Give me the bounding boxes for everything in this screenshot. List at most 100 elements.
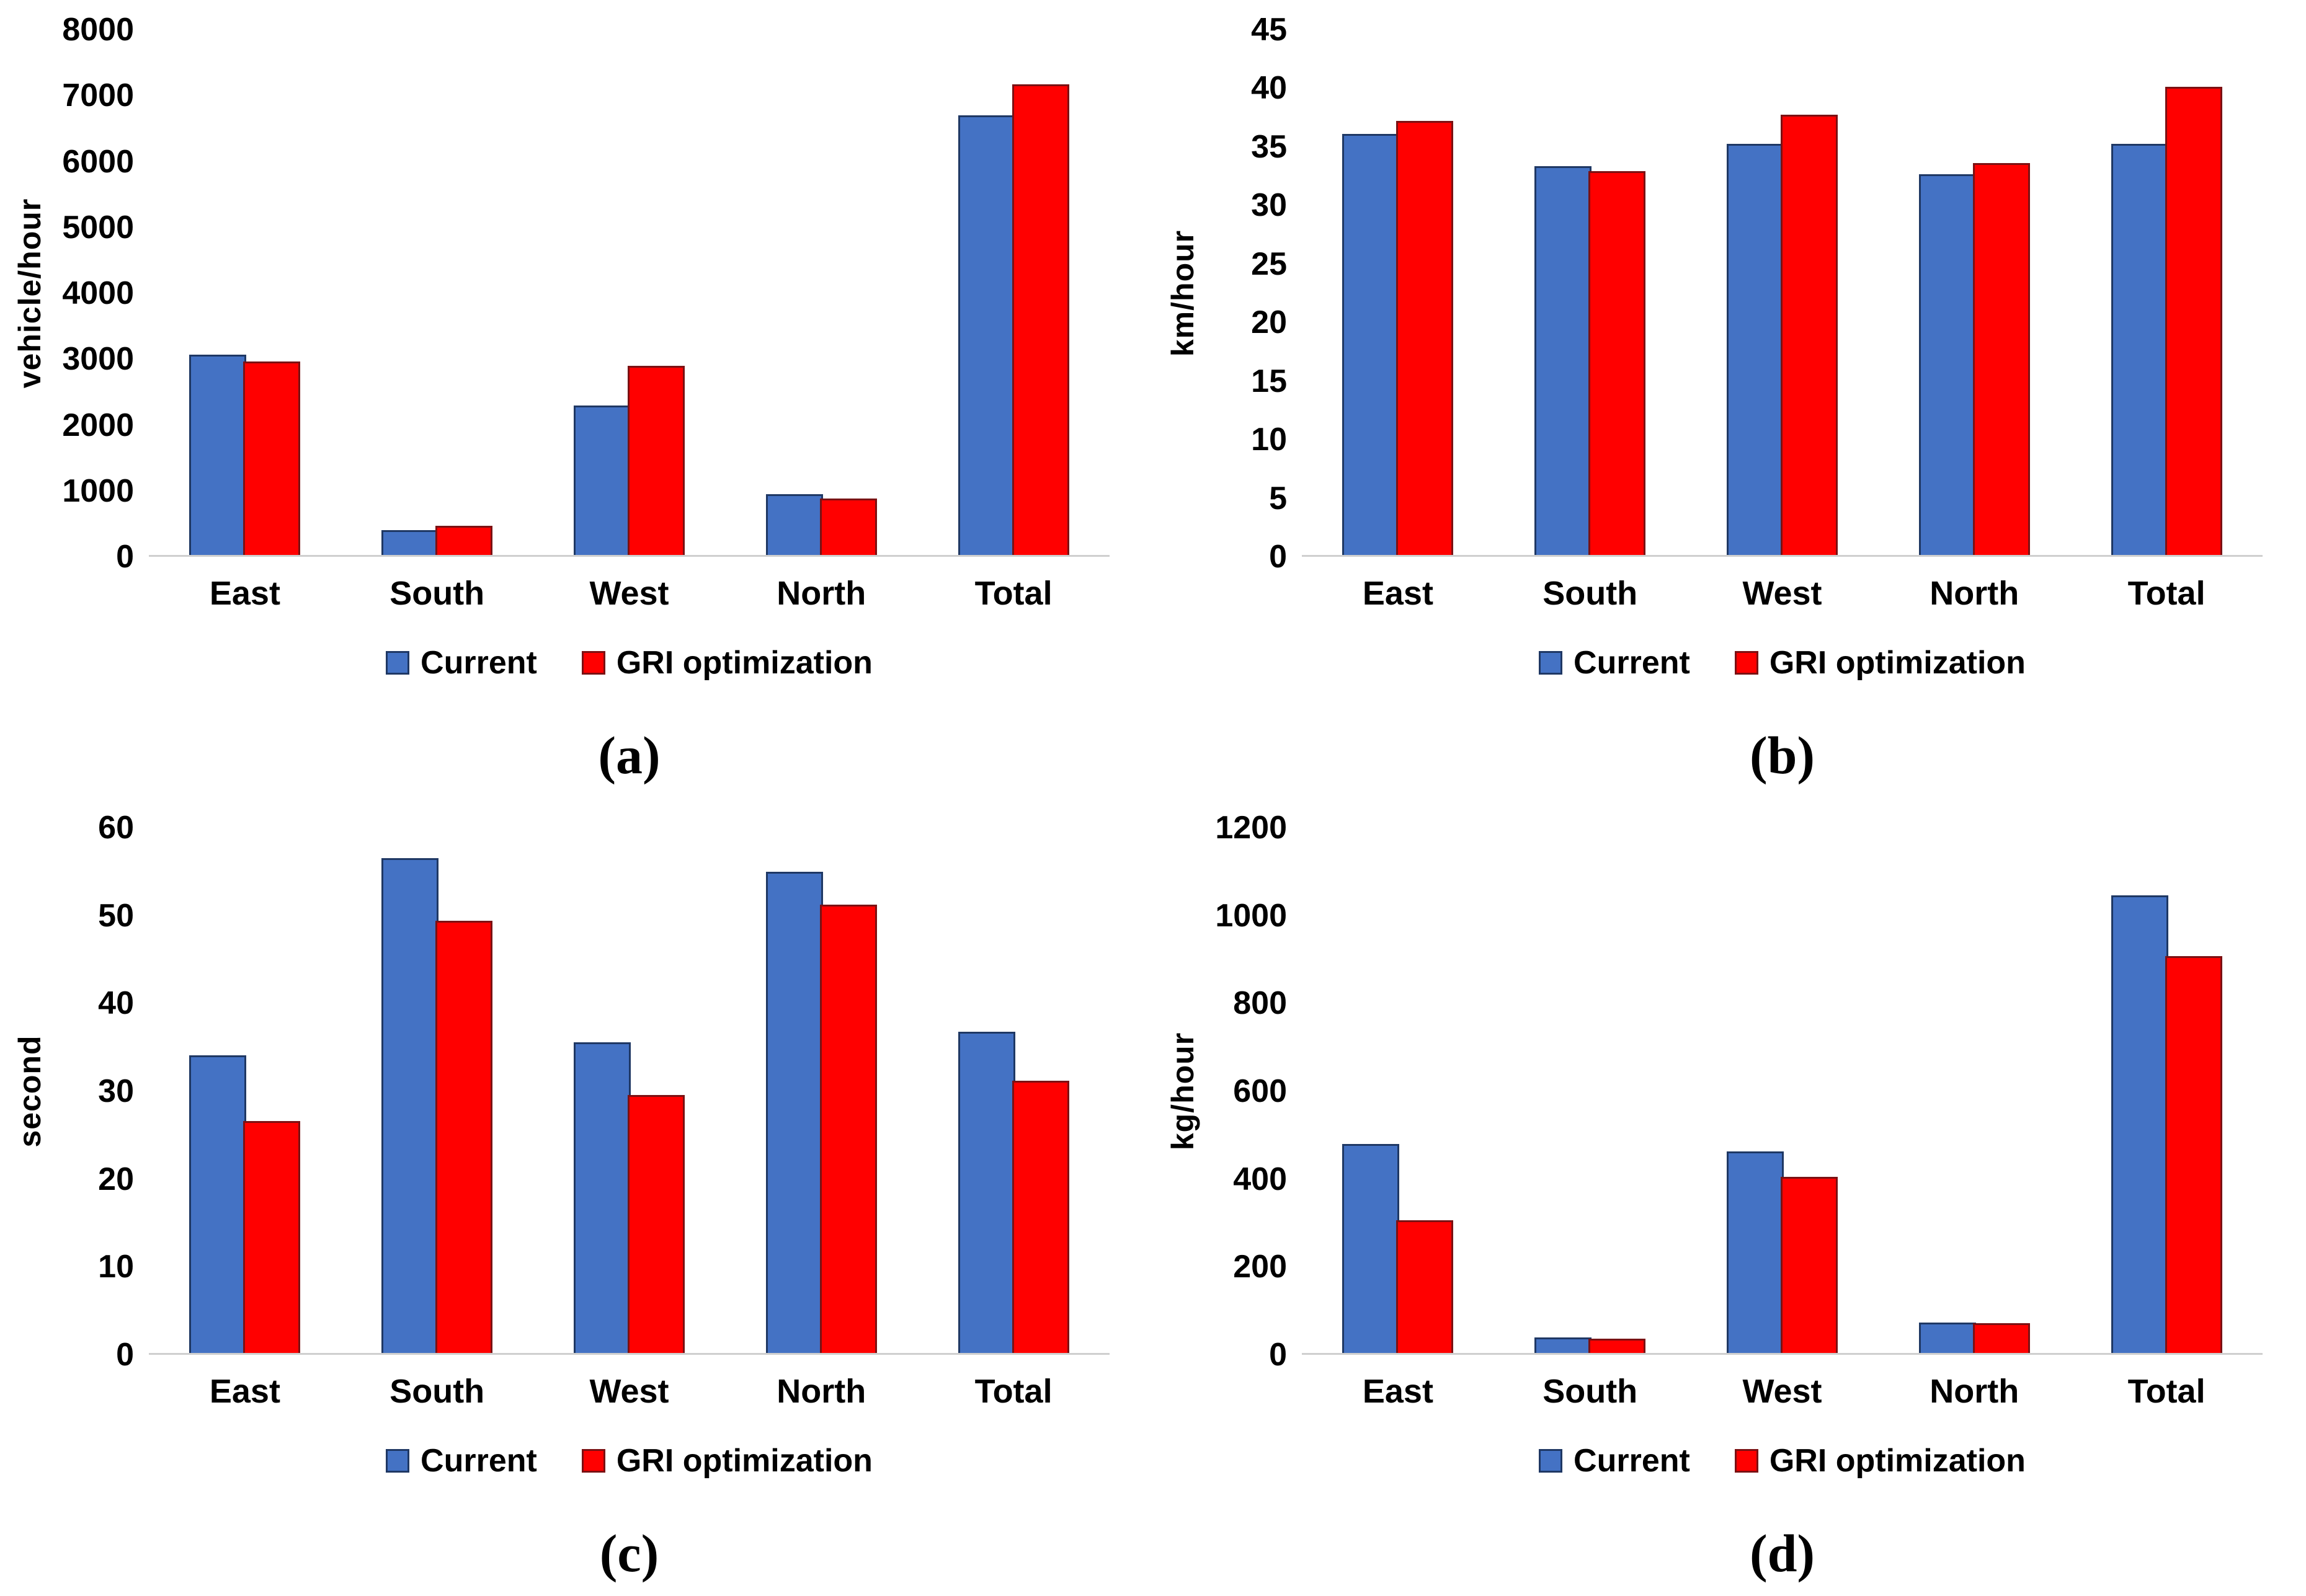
panel-caption-c: (c) xyxy=(599,1523,659,1584)
x-axis-label-south: South xyxy=(390,1373,485,1410)
legend-swatch xyxy=(1539,1449,1563,1473)
bar-gri-optimization-north xyxy=(1972,162,2030,555)
bar-current-west xyxy=(1726,1151,1784,1353)
bar-gri-optimization-west xyxy=(627,1094,685,1353)
x-axis-label-west: West xyxy=(589,1373,669,1410)
panel-caption-d: (d) xyxy=(1749,1523,1815,1584)
legend-swatch xyxy=(1734,651,1758,675)
y-axis-tick: 60 xyxy=(98,810,134,846)
legend-swatch xyxy=(581,1449,605,1473)
x-axis-label-east: East xyxy=(209,1373,280,1410)
y-axis-tick: 1200 xyxy=(1215,810,1287,846)
y-axis-title: vehicle/hour xyxy=(12,198,47,389)
y-axis-tick: 0 xyxy=(116,1337,134,1373)
x-axis-label-total: Total xyxy=(974,575,1053,612)
legend-entry-gri-optimization: GRI optimization xyxy=(1734,1442,2026,1479)
legend-label: Current xyxy=(421,1443,537,1479)
bar-group-west xyxy=(1686,828,1879,1353)
chart-b: km/hour 45 40 35 30 25 20 15 10 5 0 xyxy=(1153,14,2263,573)
y-axis-tick: 40 xyxy=(98,985,134,1022)
legend: Current GRI optimization xyxy=(149,1442,1110,1479)
bar-gri-optimization-west xyxy=(1780,1176,1838,1353)
panel-caption-a: (a) xyxy=(598,725,661,786)
legend-swatch xyxy=(1734,1449,1758,1473)
bar-gri-optimization-total xyxy=(1012,1080,1069,1353)
legend-label: Current xyxy=(1574,645,1690,681)
y-axis-ticks: 60 50 40 30 20 10 0 xyxy=(59,812,149,1371)
bar-current-east xyxy=(189,1055,247,1353)
legend-entry-gri-optimization: GRI optimization xyxy=(581,1442,873,1479)
legend-swatch xyxy=(386,651,410,675)
legend-entry-current: Current xyxy=(386,1442,537,1479)
bar-gri-optimization-total xyxy=(2165,87,2222,555)
bar-gri-optimization-south xyxy=(435,526,493,555)
legend: Current GRI optimization xyxy=(149,644,1110,681)
bar-gri-optimization-total xyxy=(2165,955,2222,1353)
bar-group-total xyxy=(2070,828,2263,1353)
legend: Current GRI optimization xyxy=(1302,644,2263,681)
x-axis-labels: East South West North Total xyxy=(149,575,1110,612)
bar-current-north xyxy=(765,494,823,555)
bar-gri-optimization-south xyxy=(435,920,493,1353)
bar-group-north xyxy=(1878,30,2070,555)
y-axis-title: km/hour xyxy=(1165,229,1200,357)
chart-d: kg/hour 1200 1000 800 600 400 200 0 xyxy=(1153,812,2263,1371)
y-axis-tick: 30 xyxy=(1251,187,1287,224)
x-axis-label-south: South xyxy=(1543,1373,1638,1410)
x-axis-label-east: East xyxy=(1362,575,1433,612)
y-axis-tick: 30 xyxy=(98,1073,134,1109)
y-axis-tick: 10 xyxy=(1251,422,1287,458)
legend-swatch xyxy=(386,1449,410,1473)
bar-group-south xyxy=(341,30,533,555)
panel-b: km/hour 45 40 35 30 25 20 15 10 5 0 East South West No… xyxy=(1153,0,2306,798)
bar-current-west xyxy=(1726,144,1784,555)
bar-current-south xyxy=(381,530,439,555)
y-axis-ticks: 8000 7000 6000 5000 4000 3000 2000 1000 0 xyxy=(59,14,149,573)
x-axis-label-west: West xyxy=(1742,575,1822,612)
bar-current-east xyxy=(1342,133,1400,555)
chart-a: vehicle/hour 8000 7000 6000 5000 4000 3000 2000… xyxy=(0,14,1110,573)
y-axis-tick: 0 xyxy=(116,539,134,575)
bar-gri-optimization-total xyxy=(1012,84,1069,555)
bar-group-south xyxy=(341,828,533,1353)
panel-caption-b: (b) xyxy=(1749,725,1815,786)
y-axis-tick: 2000 xyxy=(62,407,134,443)
bar-current-total xyxy=(958,115,1015,555)
x-axis-label-total: Total xyxy=(2127,1373,2206,1410)
bar-current-total xyxy=(2111,144,2168,555)
bar-current-south xyxy=(1534,166,1592,555)
y-axis-tick: 600 xyxy=(1233,1073,1287,1109)
bar-gri-optimization-north xyxy=(819,499,877,555)
plot-area xyxy=(149,828,1110,1355)
legend-label: GRI optimization xyxy=(616,1443,873,1479)
y-axis-title-col: second xyxy=(0,828,59,1355)
bar-group-west xyxy=(1686,30,1879,555)
x-axis-labels: East South West North Total xyxy=(1302,1373,2263,1410)
bar-gri-optimization-south xyxy=(1588,1339,1646,1353)
legend-entry-current: Current xyxy=(1539,644,1690,681)
y-axis-tick: 6000 xyxy=(62,143,134,180)
bar-group-total xyxy=(917,828,1110,1353)
bar-group-east xyxy=(1302,828,1494,1353)
y-axis-tick: 40 xyxy=(1251,70,1287,107)
bar-group-east xyxy=(149,30,341,555)
bar-group-total xyxy=(917,30,1110,555)
bar-current-total xyxy=(2111,895,2168,1353)
y-axis-title: second xyxy=(12,1035,47,1148)
y-axis-tick: 0 xyxy=(1269,539,1287,575)
bar-current-north xyxy=(765,871,823,1353)
bar-gri-optimization-east xyxy=(243,361,301,555)
y-axis-tick: 7000 xyxy=(62,78,134,114)
bar-current-south xyxy=(1534,1337,1592,1353)
bar-group-east xyxy=(149,828,341,1353)
bar-current-east xyxy=(189,355,247,555)
y-axis-tick: 35 xyxy=(1251,128,1287,165)
bar-gri-optimization-east xyxy=(1396,1220,1454,1353)
legend-label: GRI optimization xyxy=(616,645,873,681)
panel-a: vehicle/hour 8000 7000 6000 5000 4000 3000 2000… xyxy=(0,0,1153,798)
bar-group-total xyxy=(2070,30,2263,555)
bar-current-north xyxy=(1918,174,1976,555)
bar-current-south xyxy=(381,858,439,1353)
bar-gri-optimization-east xyxy=(1396,120,1454,555)
